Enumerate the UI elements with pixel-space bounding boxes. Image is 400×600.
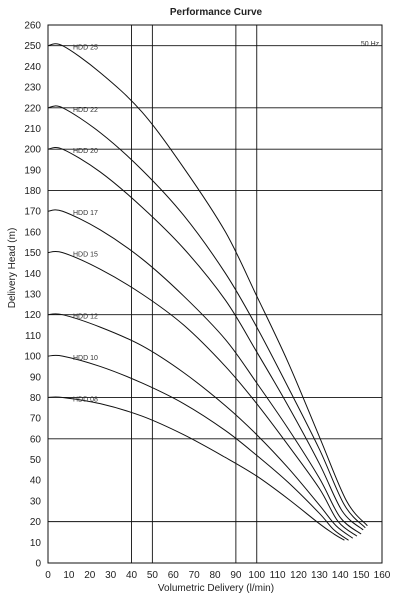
y-tick-label-240: 240: [24, 62, 41, 73]
y-tick-label-80: 80: [30, 393, 42, 404]
y-tick-label-150: 150: [24, 248, 41, 259]
y-tick-label-250: 250: [24, 41, 41, 52]
y-tick-label-210: 210: [24, 124, 41, 135]
grid-layer: [47, 24, 383, 564]
curve-label-hdd-22: HDD 22: [73, 107, 98, 114]
y-tick-label-100: 100: [24, 352, 41, 363]
y-tick-label-110: 110: [25, 331, 41, 342]
x-tick-label-150: 150: [353, 570, 370, 581]
curve-label-hdd-08: HDD 08: [73, 396, 98, 403]
curve-hdd-22: [47, 105, 366, 529]
y-tick-label-200: 200: [24, 145, 41, 156]
y-tick-label-220: 220: [24, 103, 41, 114]
x-tick-label-50: 50: [147, 570, 159, 581]
x-tick-label-120: 120: [290, 570, 307, 581]
y-tick-label-160: 160: [24, 227, 41, 238]
curve-hdd-10: [47, 354, 349, 541]
x-axis-title: Volumetric Delivery (l/min): [158, 583, 274, 594]
y-tick-label-30: 30: [30, 496, 42, 507]
y-tick-label-140: 140: [24, 269, 41, 280]
curve-label-hdd-12: HDD 12: [73, 314, 98, 321]
y-tick-label-130: 130: [24, 290, 41, 301]
x-tick-label-90: 90: [230, 570, 242, 581]
x-tick-label-70: 70: [189, 570, 201, 581]
chart-title: Performance Curve: [170, 7, 263, 18]
curve-layer: [47, 43, 368, 541]
y-tick-label-180: 180: [24, 186, 41, 197]
y-tick-label-10: 10: [30, 538, 42, 549]
curve-label-hdd-10: HDD 10: [73, 355, 98, 362]
x-tick-label-140: 140: [332, 570, 349, 581]
y-tick-label-70: 70: [30, 414, 42, 425]
y-tick-label-190: 190: [24, 165, 41, 176]
x-tick-label-160: 160: [374, 570, 391, 581]
y-axis-title: Delivery Head (m): [7, 228, 18, 309]
curve-label-hdd-20: HDD 20: [73, 148, 98, 155]
curve-hdd-20: [47, 146, 364, 531]
plot-frame: [47, 24, 383, 564]
curve-hdd-08: [47, 396, 345, 541]
x-tick-label-30: 30: [105, 570, 117, 581]
x-tick-label-130: 130: [311, 570, 328, 581]
x-tick-label-20: 20: [84, 570, 96, 581]
y-tick-label-60: 60: [30, 434, 42, 445]
y-tick-label-260: 260: [24, 21, 41, 32]
curve-label-hdd-17: HDD 17: [73, 210, 98, 217]
curve-label-hdd-25: HDD 25: [73, 45, 98, 52]
y-tick-label-50: 50: [30, 455, 42, 466]
x-tick-label-110: 110: [270, 570, 286, 581]
x-tick-label-80: 80: [209, 570, 221, 581]
y-tick-label-120: 120: [24, 310, 41, 321]
y-tick-label-90: 90: [30, 372, 42, 383]
curve-hdd-15: [47, 250, 358, 537]
curve-hdd-25: [47, 43, 368, 527]
curve-label-hdd-15: HDD 15: [73, 252, 98, 259]
y-tick-label-230: 230: [24, 83, 41, 94]
x-tick-label-100: 100: [248, 570, 265, 581]
x-tick-label-10: 10: [63, 570, 75, 581]
x-tick-label-40: 40: [126, 570, 138, 581]
y-tick-label-40: 40: [30, 476, 42, 487]
frequency-label: 50 Hz: [361, 41, 380, 48]
y-tick-label-170: 170: [24, 207, 41, 218]
x-tick-label-0: 0: [45, 570, 51, 581]
y-tick-label-0: 0: [35, 559, 41, 570]
label-layer: 0102030405060708090100110120130140150160…: [24, 21, 390, 582]
y-tick-label-20: 20: [30, 517, 42, 528]
curve-hdd-17: [47, 209, 362, 535]
curve-hdd-12: [47, 313, 354, 539]
x-tick-label-60: 60: [168, 570, 180, 581]
